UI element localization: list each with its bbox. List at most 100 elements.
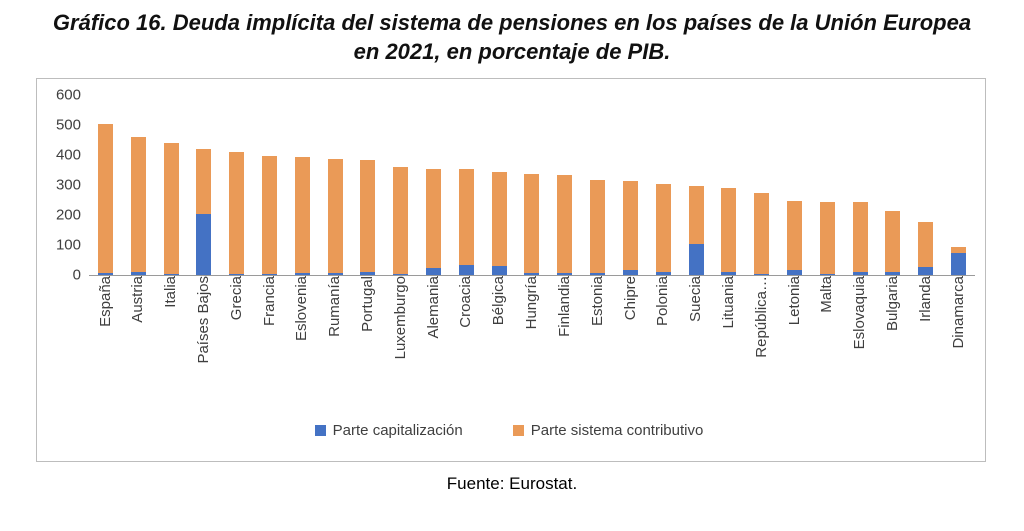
y-tick-label: 300 bbox=[55, 176, 81, 194]
x-axis-label-text: República… bbox=[752, 276, 770, 358]
bar-segment-capitalizacion bbox=[294, 273, 310, 276]
x-axis-label: Malta bbox=[811, 276, 844, 416]
bar-segment-contributivo bbox=[360, 160, 376, 273]
x-axis-label-text: Lituania bbox=[719, 276, 737, 329]
bar-segment-capitalizacion bbox=[196, 213, 212, 276]
stacked-bar bbox=[97, 124, 113, 276]
x-axis-label-text: Hungría bbox=[523, 276, 541, 330]
x-axis-label-text: Portugal bbox=[359, 276, 377, 332]
stacked-bar bbox=[885, 211, 901, 276]
stacked-bar bbox=[196, 149, 212, 276]
x-axis-label-text: Francia bbox=[260, 276, 278, 327]
stacked-bar bbox=[590, 179, 606, 276]
stacked-bar bbox=[655, 184, 671, 276]
bar-column bbox=[417, 95, 450, 276]
stacked-bar bbox=[229, 152, 245, 276]
x-labels: España Austria Italia Países Bajos Grecia Fra… bbox=[89, 276, 975, 416]
bar-segment-contributivo bbox=[885, 211, 901, 273]
x-axis-label: Austria bbox=[122, 276, 155, 416]
bar-segment-capitalizacion bbox=[918, 266, 934, 276]
bar-segment-contributivo bbox=[852, 202, 868, 273]
plot-area bbox=[89, 95, 975, 277]
y-axis: 0 100 200 300 400 500 600 bbox=[43, 87, 89, 284]
bar-segment-capitalizacion bbox=[458, 265, 474, 276]
x-axis-label: España bbox=[89, 276, 122, 416]
bar-column bbox=[548, 95, 581, 276]
bar-segment-contributivo bbox=[557, 174, 573, 274]
chart-frame: 0 100 200 300 400 500 600 España Austria Italia P… bbox=[36, 78, 986, 463]
stacked-bar bbox=[458, 169, 474, 276]
stacked-bar bbox=[294, 156, 310, 276]
bar-segment-capitalizacion bbox=[655, 272, 671, 276]
bar-column bbox=[352, 95, 385, 276]
bar-segment-capitalizacion bbox=[557, 273, 573, 276]
stacked-bar bbox=[721, 188, 737, 276]
legend-label-contributivo: Parte sistema contributivo bbox=[530, 422, 704, 440]
bar-segment-capitalizacion bbox=[163, 273, 179, 276]
x-axis-label: Suecia bbox=[680, 276, 713, 416]
x-axis-label-text: Bélgica bbox=[490, 276, 508, 326]
stacked-bar bbox=[819, 202, 835, 276]
bar-segment-contributivo bbox=[196, 149, 212, 214]
x-axis-label-text: Dinamarca bbox=[949, 276, 967, 349]
bar-segment-contributivo bbox=[590, 179, 606, 274]
x-axis-label: Estonia bbox=[581, 276, 614, 416]
bar-column bbox=[647, 95, 680, 276]
y-tick-label: 200 bbox=[55, 206, 81, 224]
x-axis-label: Países Bajos bbox=[187, 276, 220, 416]
bar-segment-contributivo bbox=[327, 159, 343, 273]
bar-column bbox=[712, 95, 745, 276]
bar-column bbox=[319, 95, 352, 276]
bar-segment-contributivo bbox=[163, 143, 179, 274]
x-axis-label: Eslovenia bbox=[286, 276, 319, 416]
stacked-bar bbox=[426, 169, 442, 276]
bar-segment-contributivo bbox=[261, 155, 277, 274]
bar-column bbox=[581, 95, 614, 276]
x-axis-label: Letonia bbox=[778, 276, 811, 416]
bar-segment-contributivo bbox=[393, 167, 409, 275]
x-axis-label: Italia bbox=[155, 276, 188, 416]
stacked-bar bbox=[951, 247, 967, 276]
x-axis-label: Eslovaquia bbox=[844, 276, 877, 416]
bar-segment-capitalizacion bbox=[819, 274, 835, 276]
bar-segment-capitalizacion bbox=[130, 272, 146, 276]
bar-column bbox=[155, 95, 188, 276]
x-axis-label-text: Croacia bbox=[457, 276, 475, 328]
bar-segment-contributivo bbox=[622, 181, 638, 270]
x-axis-label-text: Rumanía bbox=[326, 276, 344, 337]
bar-segment-capitalizacion bbox=[524, 273, 540, 276]
x-axis-label: Chipre bbox=[614, 276, 647, 416]
bar-segment-contributivo bbox=[491, 171, 507, 267]
y-tick-label: 600 bbox=[55, 86, 81, 104]
bar-segment-contributivo bbox=[426, 169, 442, 268]
bar-segment-capitalizacion bbox=[688, 243, 704, 276]
plot-row: 0 100 200 300 400 500 600 bbox=[43, 87, 975, 284]
bar-column bbox=[516, 95, 549, 276]
stacked-bar bbox=[852, 202, 868, 276]
x-axis-label: República… bbox=[745, 276, 778, 416]
bar-column bbox=[745, 95, 778, 276]
x-axis-label-text: Italia bbox=[162, 276, 180, 308]
x-axis-label: Alemania bbox=[417, 276, 450, 416]
stacked-bar bbox=[557, 174, 573, 276]
x-axis-label-text: Bulgaria bbox=[884, 276, 902, 332]
x-axis-label-text: Suecia bbox=[687, 276, 705, 322]
bar-segment-capitalizacion bbox=[622, 269, 638, 276]
bar-segment-capitalizacion bbox=[327, 272, 343, 276]
bar-column bbox=[844, 95, 877, 276]
stacked-bar bbox=[918, 221, 934, 276]
x-axis-label: Francia bbox=[253, 276, 286, 416]
stacked-bar bbox=[261, 155, 277, 276]
x-axis-label-text: Polonia bbox=[654, 276, 672, 327]
bar-column bbox=[286, 95, 319, 276]
x-axis-label-text: Alemania bbox=[424, 276, 442, 339]
stacked-bar bbox=[491, 171, 507, 276]
bar-segment-contributivo bbox=[786, 200, 802, 270]
source-caption: Fuente: Eurostat. bbox=[446, 474, 578, 494]
bar-segment-capitalizacion bbox=[721, 272, 737, 276]
x-axis-label-text: Grecia bbox=[227, 276, 245, 321]
legend: Parte capitalización Parte sistema contr… bbox=[43, 422, 975, 439]
x-axis-label: Bélgica bbox=[483, 276, 516, 416]
x-axis-label: Irlanda bbox=[909, 276, 942, 416]
x-axis-label-text: Estonia bbox=[588, 276, 606, 327]
